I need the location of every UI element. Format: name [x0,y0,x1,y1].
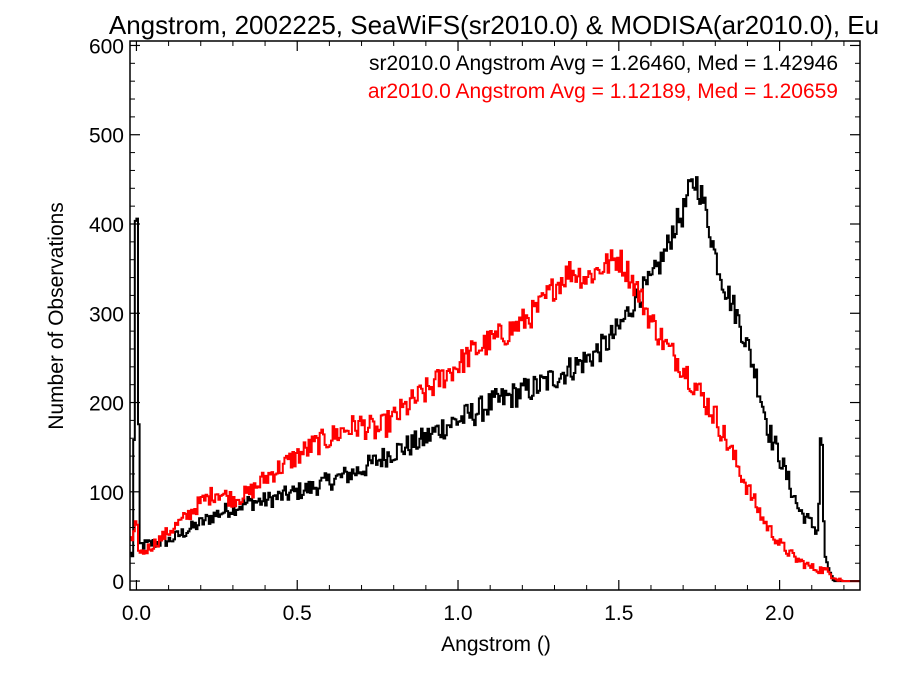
series-sr2010.0-line [130,176,860,583]
y-axis-label: Number of Observations [45,202,68,430]
legend-entry-sr2010.0: sr2010.0 Angstrom Avg = 1.26460, Med = 1… [369,52,838,75]
series-ar2010.0-line [130,249,860,583]
legend: sr2010.0 Angstrom Avg = 1.26460, Med = 1… [368,52,838,103]
x-axis: 0.0 0.5 1.0 1.5 2.0 [122,41,845,625]
x-tick-label: 1.0 [443,602,472,625]
y-tick-label: 400 [89,214,124,237]
y-axis: 0 100 200 300 400 500 600 [89,35,860,594]
x-tick-label: 0.5 [283,602,312,625]
y-tick-label: 100 [89,482,124,505]
legend-entry-ar2010.0: ar2010.0 Angstrom Avg = 1.12189, Med = 1… [368,80,838,103]
y-tick-label: 500 [89,125,124,148]
plot-area [130,176,860,583]
x-axis-label: Angstrom () [441,633,551,656]
x-tick-label: 0.0 [122,602,151,625]
y-tick-label: 0 [112,571,124,594]
chart-title: Angstrom, 2002225, SeaWiFS(sr2010.0) & M… [109,10,879,40]
y-tick-label: 300 [89,303,124,326]
y-tick-label: 600 [89,35,124,58]
y-tick-label: 200 [89,393,124,416]
x-tick-label: 2.0 [765,602,794,625]
axes-frame [129,40,861,591]
x-tick-label: 1.5 [604,602,633,625]
